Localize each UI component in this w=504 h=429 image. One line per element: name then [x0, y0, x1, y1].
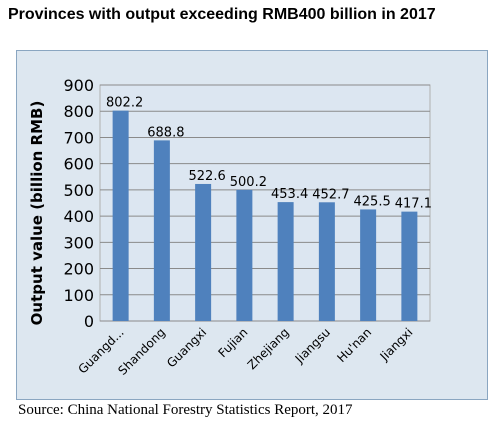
x-tick-label: Jiangsu — [292, 325, 333, 366]
y-tick-label: 800 — [63, 102, 94, 121]
x-tick-label: Jiangxi — [377, 325, 416, 364]
data-label: 453.4 — [271, 187, 308, 202]
bar — [153, 140, 170, 321]
x-tick-label: Fujian — [216, 325, 251, 360]
x-tick-label: Zhejiang — [245, 325, 292, 372]
y-tick-label: 700 — [63, 128, 94, 147]
bar — [195, 183, 212, 321]
data-label: 500.2 — [230, 175, 267, 190]
source-note: Source: China National Forestry Statisti… — [18, 402, 353, 418]
data-labels: 802.2 688.8 522.6 500.2 453.4 452.7 425.5 417.1 — [106, 96, 432, 212]
x-tick-label: Guangxi — [164, 325, 209, 370]
y-tick-label: 400 — [63, 207, 94, 226]
data-label: 452.7 — [312, 187, 349, 202]
data-label: 425.5 — [354, 194, 391, 209]
y-axis-label: Output value (billion RMB) — [28, 101, 46, 326]
y-tick-labels: 0 100 200 300 400 500 600 700 800 900 — [63, 76, 94, 331]
data-label: 522.6 — [189, 169, 226, 184]
bar — [318, 202, 335, 321]
bar — [401, 211, 418, 321]
data-label: 417.1 — [395, 197, 432, 212]
bar — [360, 209, 377, 321]
bar — [236, 189, 253, 321]
y-tick-label: 300 — [63, 233, 94, 252]
data-label: 802.2 — [106, 96, 143, 111]
y-tick-label: 200 — [63, 260, 94, 279]
y-tick-label: 0 — [84, 312, 94, 331]
bars — [112, 110, 418, 322]
chart-title: Provinces with output exceeding RMB400 b… — [8, 6, 436, 23]
y-tick-label: 600 — [63, 155, 94, 174]
y-tick-label: 100 — [63, 286, 94, 305]
y-tick-label: 900 — [63, 76, 94, 95]
bar — [112, 110, 129, 322]
bar — [277, 202, 294, 321]
data-label: 688.8 — [147, 125, 184, 140]
x-tick-label: Hu'nan — [334, 325, 374, 365]
y-tick-label: 500 — [63, 181, 94, 200]
